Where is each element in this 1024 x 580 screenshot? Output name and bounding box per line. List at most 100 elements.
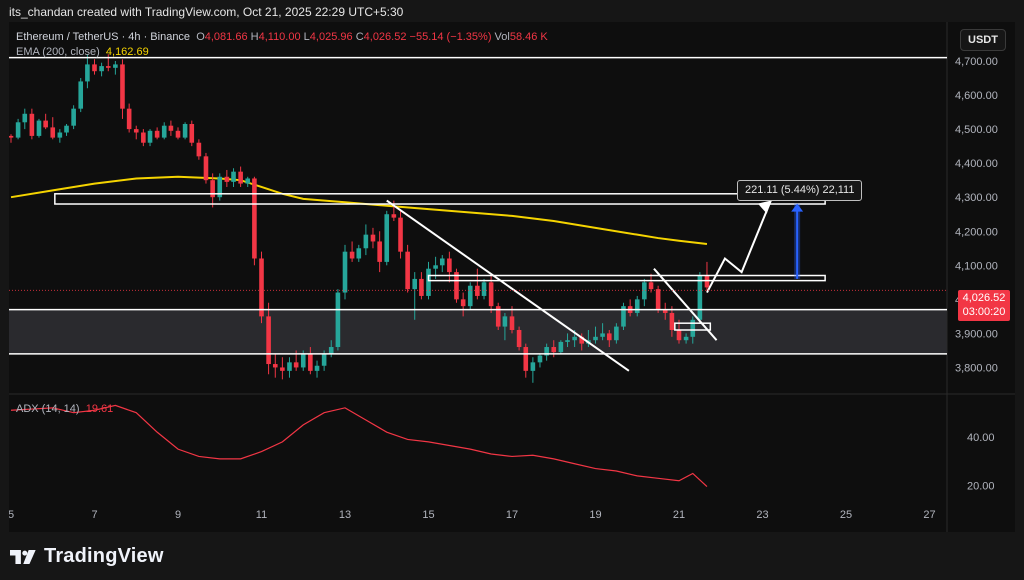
candle-body — [683, 336, 689, 341]
time-axis-label: 5 — [9, 509, 14, 521]
candle-body — [614, 326, 619, 341]
candle-body — [287, 362, 292, 371]
tradingview-logo[interactable]: TradingView — [10, 545, 164, 568]
tradingview-logo-icon — [10, 549, 36, 564]
candle-body — [126, 108, 132, 130]
candle-body — [551, 347, 557, 353]
grid-layer — [9, 22, 1015, 532]
high-value: 4,110.00 — [258, 31, 301, 43]
retest-box — [674, 322, 712, 331]
candle-body — [642, 282, 647, 300]
currency-selector[interactable]: USDT — [960, 29, 1006, 51]
time-axis-label: 13 — [339, 509, 351, 521]
price-axis-label: 4,100.00 — [955, 260, 998, 272]
adx-line — [10, 404, 708, 487]
ema-value: 4,162.69 — [105, 46, 149, 58]
candle-body — [349, 251, 355, 259]
candle-body — [558, 341, 564, 353]
candle-body — [544, 347, 549, 356]
ema-line — [10, 175, 708, 245]
time-axis-label: 15 — [422, 509, 434, 521]
candle-body — [189, 123, 195, 143]
candle-body — [196, 142, 202, 157]
candle-body — [175, 130, 181, 138]
high-label: H — [250, 31, 259, 43]
candle-body — [516, 329, 522, 348]
candle-body — [634, 299, 640, 313]
candle-body — [600, 333, 605, 337]
candle-body — [593, 336, 598, 341]
candle-body — [690, 319, 696, 337]
close-value: 4,026.52 — [363, 31, 407, 43]
support-zone — [9, 309, 947, 354]
time-axis-label: 11 — [256, 509, 267, 521]
candle-body — [224, 176, 230, 182]
price-axis-label: 3,800.00 — [955, 362, 998, 374]
candle-body — [85, 64, 90, 82]
candle-body — [419, 278, 424, 296]
candle-body — [328, 347, 334, 354]
candle-body — [335, 292, 341, 348]
adx-axis-label: 20.00 — [967, 481, 995, 493]
change-value: −55.14 (−1.35%) — [409, 31, 492, 43]
close-label: C — [355, 31, 364, 43]
candle-body — [266, 316, 271, 365]
footer — [0, 532, 1024, 580]
candle-body — [377, 241, 382, 262]
candle-body — [238, 171, 243, 184]
price-axis-label: 4,200.00 — [955, 226, 998, 238]
resistance-zone-box — [54, 193, 826, 205]
open-value: 4,081.66 — [204, 31, 248, 43]
candle-body — [78, 81, 84, 109]
measure-arrowhead — [791, 203, 804, 212]
candle-body — [259, 258, 264, 317]
candle-body — [669, 312, 675, 330]
candle-body — [217, 176, 223, 198]
annotations-layer — [9, 56, 947, 372]
candle-body — [523, 347, 529, 371]
price-axis-label: 4,700.00 — [955, 56, 998, 68]
tradingview-brand: TradingView — [44, 545, 164, 567]
price-axis-label: 4,300.00 — [955, 192, 998, 204]
chart-credit: its_chandan created with TradingView.com… — [9, 5, 404, 19]
chart-canvas[interactable]: 4,700.00 4,600.00 4,500.00 4,400.00 4,300.00… — [9, 22, 1015, 532]
candle-body — [272, 364, 278, 368]
candle-body — [447, 258, 452, 273]
measure-label: 221.11 (5.44%) 22,111 — [737, 180, 863, 201]
candle-body — [203, 156, 209, 181]
candles-layer — [9, 54, 710, 383]
candle-body — [293, 362, 299, 368]
adx-value: 19.61 — [85, 403, 114, 415]
candle-body — [99, 66, 104, 72]
candle-body — [57, 132, 63, 138]
price-axis-label: 4,500.00 — [955, 124, 998, 136]
candle-body — [182, 123, 188, 138]
candle-body — [321, 353, 327, 366]
adx-layer — [10, 404, 708, 487]
candle-body — [245, 178, 251, 184]
candle-body — [621, 306, 626, 327]
bar-countdown: 03:00:20 — [962, 306, 1006, 318]
candle-body — [141, 132, 146, 143]
time-axis-label: 17 — [506, 509, 518, 521]
candle-body — [412, 278, 418, 290]
candle-body — [537, 355, 543, 363]
candle-body — [308, 353, 313, 371]
candle-body — [426, 268, 431, 296]
short-trendline — [653, 268, 718, 341]
candle-body — [572, 336, 577, 341]
symbol-legend-row: Ethereum / TetherUS · 4h · Binance O4,08… — [16, 30, 548, 45]
last-price-tag: 4,026.52 03:00:20 — [958, 290, 1010, 321]
candle-body — [231, 171, 236, 182]
projection-arrowhead — [757, 200, 771, 214]
low-value: 4,025.96 — [309, 31, 353, 43]
candle-body — [606, 333, 612, 341]
candle-body — [502, 316, 508, 327]
candle-body — [488, 282, 494, 307]
candle-body — [161, 125, 167, 138]
candle-body — [356, 248, 362, 259]
candle-body — [363, 234, 369, 249]
candle-body — [300, 353, 306, 368]
candle-body — [314, 365, 320, 371]
candle-body — [648, 282, 654, 290]
